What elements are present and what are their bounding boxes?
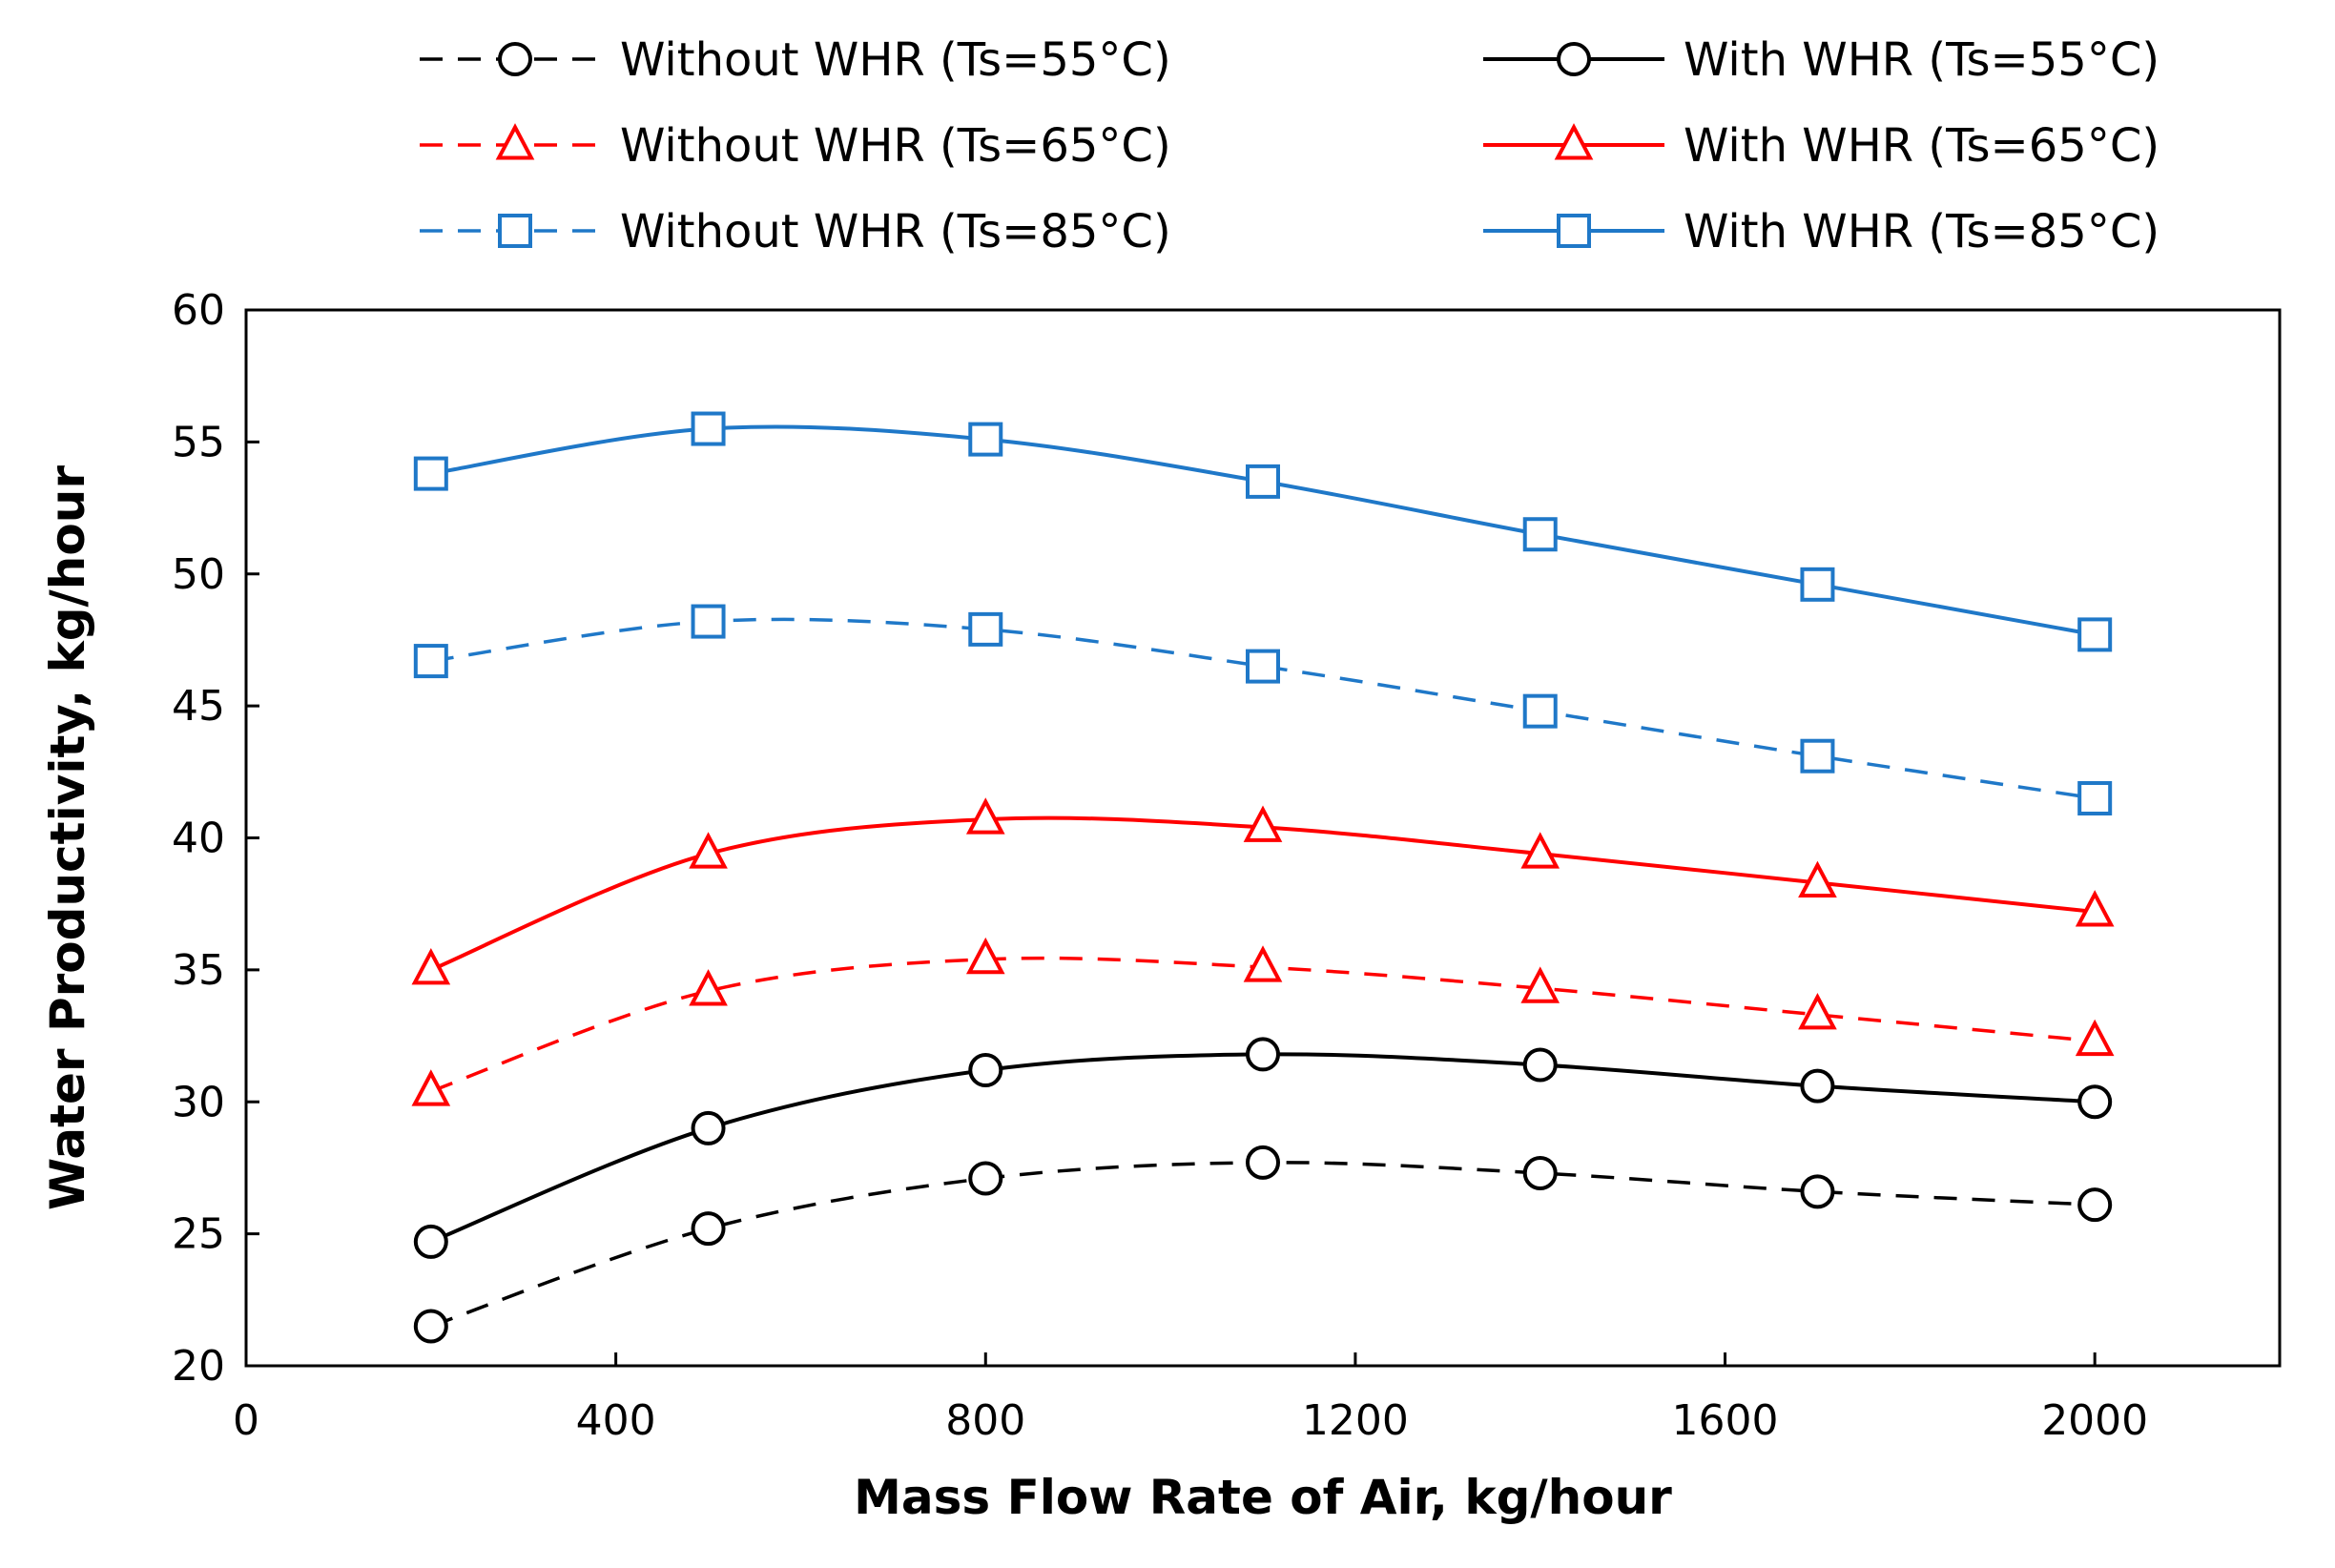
data-point [1246, 649, 1280, 684]
series-with-whr-ts-55-c [413, 1037, 2113, 1259]
data-point [968, 422, 1003, 457]
series-with-whr-ts-65-c [411, 797, 2115, 985]
data-point [689, 832, 728, 869]
data-point [968, 1053, 1003, 1088]
legend-marker [1557, 42, 1591, 76]
data-point [691, 411, 726, 446]
series-with-whr-ts-85-c [413, 411, 2113, 652]
legend-label: With WHR (Ts=65°C) [1684, 119, 2159, 173]
series-without-whr-ts-65-c [411, 937, 2115, 1106]
data-point [691, 604, 726, 639]
x-tick-label: 0 [233, 1396, 259, 1445]
legend-label: With WHR (Ts=85°C) [1684, 205, 2159, 258]
x-axis-title: Mass Flow Rate of Air, kg/hour [854, 1470, 1672, 1525]
legend-label: Without WHR (Ts=55°C) [620, 33, 1171, 87]
data-point [2077, 1084, 2113, 1120]
legend-entry-without-whr-ts-85-c: Without WHR (Ts=85°C) [420, 205, 1171, 258]
data-point [2077, 617, 2113, 652]
data-point [691, 1110, 726, 1145]
y-tick-label: 25 [172, 1210, 225, 1259]
legend-label: With WHR (Ts=55°C) [1684, 33, 2159, 87]
data-point [691, 1211, 726, 1247]
data-point [1522, 1155, 1558, 1190]
data-point [1246, 1037, 1280, 1072]
data-point [1522, 1047, 1558, 1083]
legend-entry-without-whr-ts-65-c: Without WHR (Ts=65°C) [420, 119, 1171, 173]
data-point [1798, 860, 1837, 898]
y-tick-label: 35 [172, 946, 225, 995]
legend-entry-with-whr-ts-65-c: With WHR (Ts=65°C) [1483, 119, 2159, 173]
data-point [965, 797, 1005, 835]
data-point [1800, 567, 1835, 602]
data-point [2075, 1019, 2115, 1057]
y-tick-label: 30 [172, 1078, 225, 1126]
series-line [430, 617, 2096, 800]
y-tick-label: 50 [172, 550, 225, 599]
data-point [2075, 890, 2115, 927]
data-point [411, 1069, 451, 1106]
legend: Without WHR (Ts=55°C) With WHR (Ts=55°C) W… [420, 33, 2159, 258]
y-axis-title: Water Productivity, kg/hour [40, 465, 95, 1210]
data-point [2077, 780, 2113, 815]
legend-entry-with-whr-ts-85-c: With WHR (Ts=85°C) [1483, 205, 2159, 258]
y-axis: 20 25 30 35 40 45 50 55 60 [172, 286, 259, 1391]
data-point [1800, 1174, 1835, 1209]
data-point [965, 937, 1005, 975]
x-axis: 0 400 800 1200 1600 2000 [233, 1352, 2148, 1445]
data-point [1522, 693, 1558, 729]
series-without-whr-ts-55-c [413, 1145, 2113, 1344]
data-point [1800, 738, 1835, 774]
legend-marker [1554, 123, 1594, 160]
x-tick-label: 400 [576, 1396, 656, 1445]
data-point [1520, 832, 1560, 869]
legend-label: Without WHR (Ts=65°C) [620, 119, 1171, 173]
data-point [968, 611, 1003, 647]
data-point [1246, 464, 1280, 499]
data-point [413, 1309, 448, 1344]
data-point [1800, 1068, 1835, 1104]
data-point [1522, 517, 1558, 552]
data-point [411, 948, 451, 985]
legend-marker [498, 42, 532, 76]
legend-entry-without-whr-ts-55-c: Without WHR (Ts=55°C) [420, 33, 1171, 87]
data-point [1798, 993, 1837, 1030]
x-tick-label: 1600 [1672, 1396, 1779, 1445]
series-line [430, 1161, 2096, 1329]
data-point [968, 1161, 1003, 1196]
data-point [2077, 1187, 2113, 1223]
series-layer [411, 411, 2115, 1344]
data-point [413, 1224, 448, 1259]
data-point [1243, 945, 1283, 982]
y-tick-label: 20 [172, 1342, 225, 1391]
legend-marker [498, 214, 532, 248]
data-point [1243, 805, 1283, 842]
data-point [689, 969, 728, 1006]
y-tick-label: 40 [172, 815, 225, 863]
y-tick-label: 55 [172, 418, 225, 466]
x-tick-label: 800 [945, 1396, 1025, 1445]
legend-entry-with-whr-ts-55-c: With WHR (Ts=55°C) [1483, 33, 2159, 87]
series-line [430, 424, 2096, 637]
data-point [1246, 1145, 1280, 1180]
legend-marker [1557, 214, 1591, 248]
data-point [413, 644, 448, 679]
x-tick-label: 1200 [1302, 1396, 1409, 1445]
legend-marker [495, 123, 535, 160]
y-tick-label: 60 [172, 286, 225, 335]
data-point [1520, 966, 1560, 1003]
data-point [413, 456, 448, 491]
x-tick-label: 2000 [2041, 1396, 2148, 1445]
legend-label: Without WHR (Ts=85°C) [620, 205, 1171, 258]
series-without-whr-ts-85-c [413, 604, 2113, 815]
y-tick-label: 45 [172, 682, 225, 731]
